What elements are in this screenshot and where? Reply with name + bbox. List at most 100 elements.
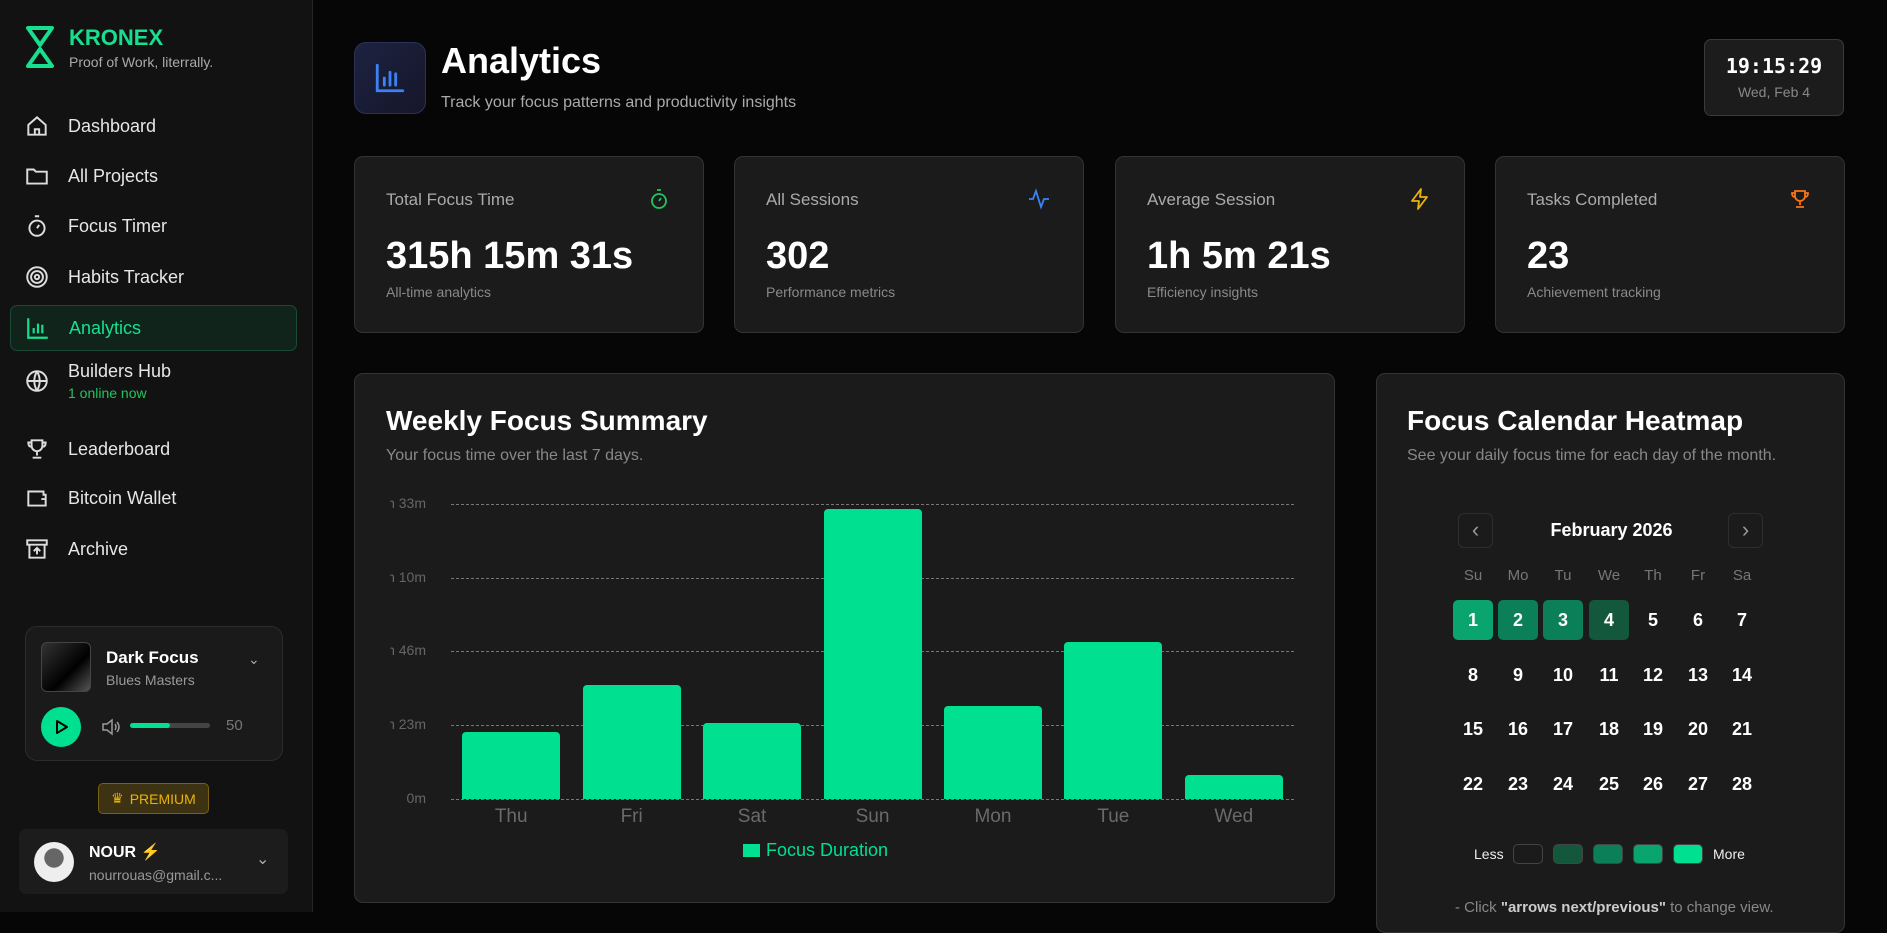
calendar-day[interactable]: 10 xyxy=(1552,664,1574,685)
calendar-day[interactable]: 18 xyxy=(1598,718,1620,739)
calendar-day[interactable]: 8 xyxy=(1467,664,1478,685)
sidebar-item-analytics[interactable]: Analytics xyxy=(10,305,297,351)
bar-wed[interactable] xyxy=(1184,775,1283,799)
sidebar-item-bitcoin-wallet[interactable]: Bitcoin Wallet xyxy=(10,475,297,521)
stat-card: All Sessions 302 Performance metrics xyxy=(734,156,1084,333)
x-tick-label: Tue xyxy=(1097,806,1130,827)
sidebar-item-dashboard[interactable]: Dashboard xyxy=(10,103,297,149)
volume-icon[interactable] xyxy=(101,718,121,736)
calendar-day[interactable]: 17 xyxy=(1552,718,1574,739)
heatmap-hint: - Click "arrows next/previous" to change… xyxy=(1455,899,1774,916)
calendar-day[interactable]: 4 xyxy=(1589,600,1629,640)
heatmap-subtitle: See your daily focus time for each day o… xyxy=(1407,447,1777,464)
play-button[interactable] xyxy=(41,707,81,747)
weekly-title: Weekly Focus Summary xyxy=(386,405,708,436)
sidebar-item-builders-hub[interactable]: Builders Hub 1 online now xyxy=(10,356,297,406)
crown-icon: ♛ xyxy=(111,790,124,806)
legend-less: Less xyxy=(1474,846,1504,862)
play-icon xyxy=(56,720,68,734)
sidebar-item-label: Bitcoin Wallet xyxy=(68,487,177,508)
user-menu[interactable]: NOUR ⚡ nourrouas@gmail.c... ⌄ xyxy=(19,829,288,894)
x-tick-label: Wed xyxy=(1214,806,1254,827)
hourglass-logo-icon xyxy=(26,26,54,68)
bar-thu[interactable] xyxy=(462,731,561,799)
legend-swatch xyxy=(743,844,760,857)
month-label: February 2026 xyxy=(1550,520,1673,540)
wallet-icon xyxy=(27,490,47,507)
bar-fri[interactable] xyxy=(582,684,681,799)
chevron-down-icon[interactable]: ⌄ xyxy=(248,651,260,667)
calendar-day[interactable]: 22 xyxy=(1462,773,1484,794)
bar-tue[interactable] xyxy=(1064,642,1163,799)
bar-chart-icon xyxy=(27,318,48,339)
weekday-label: Mo xyxy=(1507,567,1529,584)
archive-icon xyxy=(26,539,48,559)
calendar-day[interactable]: 6 xyxy=(1692,609,1703,630)
calendar-day[interactable]: 27 xyxy=(1687,773,1709,794)
analytics-header-icon xyxy=(354,42,426,114)
weekday-label: Fr xyxy=(1690,567,1706,584)
stat-subtitle: Performance metrics xyxy=(766,284,896,300)
sidebar-item-label: Dashboard xyxy=(68,115,157,136)
user-email: nourrouas@gmail.c... xyxy=(89,867,223,883)
calendar-day[interactable]: 14 xyxy=(1731,664,1753,685)
calendar-day[interactable]: 25 xyxy=(1598,773,1620,794)
clock: 19:15:29 Wed, Feb 4 xyxy=(1704,39,1844,116)
calendar-day[interactable]: 12 xyxy=(1642,664,1664,685)
gridline xyxy=(451,799,1294,800)
premium-label: PREMIUM xyxy=(129,790,196,807)
y-tick-label: h 46m xyxy=(390,642,426,659)
chart-legend[interactable]: Focus Duration xyxy=(743,840,888,861)
stopwatch-icon xyxy=(651,189,667,209)
calendar-day[interactable]: 28 xyxy=(1731,773,1753,794)
bar-mon[interactable] xyxy=(943,706,1042,799)
x-tick-label: Thu xyxy=(494,806,528,827)
stat-title: Tasks Completed xyxy=(1527,190,1658,209)
calendar-day[interactable]: 24 xyxy=(1552,773,1574,794)
x-tick-label: Fri xyxy=(620,806,643,827)
sidebar-item-archive[interactable]: Archive xyxy=(10,526,297,572)
sidebar-item-leaderboard[interactable]: Leaderboard xyxy=(10,426,297,472)
calendar-day[interactable]: 1 xyxy=(1453,600,1493,640)
gridline xyxy=(451,504,1294,505)
calendar-day[interactable]: 2 xyxy=(1498,600,1538,640)
stat-value: 23 xyxy=(1527,235,1570,277)
sidebar-item-focus-timer[interactable]: Focus Timer xyxy=(10,203,297,249)
calendar-day[interactable]: 11 xyxy=(1599,664,1619,685)
trophy-icon xyxy=(27,439,47,459)
calendar-day[interactable]: 26 xyxy=(1642,773,1664,794)
stat-title: Total Focus Time xyxy=(386,190,515,209)
bar-sat[interactable] xyxy=(703,722,802,799)
album-art xyxy=(41,642,91,692)
folder-icon xyxy=(26,168,48,185)
volume-slider[interactable] xyxy=(130,723,210,728)
calendar-day[interactable]: 23 xyxy=(1507,773,1529,794)
calendar-day[interactable]: 13 xyxy=(1687,664,1709,685)
calendar-day[interactable]: 21 xyxy=(1731,718,1753,739)
calendar-day[interactable]: 7 xyxy=(1736,609,1747,630)
calendar-day[interactable]: 9 xyxy=(1512,664,1523,685)
lightning-icon: ⚡ xyxy=(140,844,161,861)
calendar-day[interactable]: 5 xyxy=(1647,609,1658,630)
timer-icon xyxy=(28,215,46,237)
stat-card: Tasks Completed 23 Achievement tracking xyxy=(1495,156,1845,333)
sidebar-item-habits-tracker[interactable]: Habits Tracker xyxy=(10,254,297,300)
sidebar-item-label: Habits Tracker xyxy=(68,266,185,287)
sidebar-item-all-projects[interactable]: All Projects xyxy=(10,153,297,199)
calendar-day[interactable]: 19 xyxy=(1642,718,1664,739)
y-tick-label: h 33m xyxy=(390,495,426,511)
lightning-icon xyxy=(1411,188,1428,210)
next-month-button[interactable]: › xyxy=(1728,513,1763,548)
calendar-day[interactable]: 20 xyxy=(1687,718,1709,739)
premium-badge[interactable]: ♛ PREMIUM xyxy=(98,783,209,814)
bar-sun[interactable] xyxy=(823,508,922,799)
calendar-day[interactable]: 3 xyxy=(1543,600,1583,640)
stat-card: Average Session 1h 5m 21s Efficiency insig… xyxy=(1115,156,1465,333)
calendar-day[interactable]: 15 xyxy=(1462,718,1484,739)
legend-level-swatch xyxy=(1673,844,1703,864)
online-count: 1 online now xyxy=(68,385,147,401)
weekday-label: Su xyxy=(1463,567,1483,584)
weekday-label: Th xyxy=(1644,567,1662,584)
calendar-day[interactable]: 16 xyxy=(1507,718,1529,739)
prev-month-button[interactable]: ‹ xyxy=(1458,513,1493,548)
